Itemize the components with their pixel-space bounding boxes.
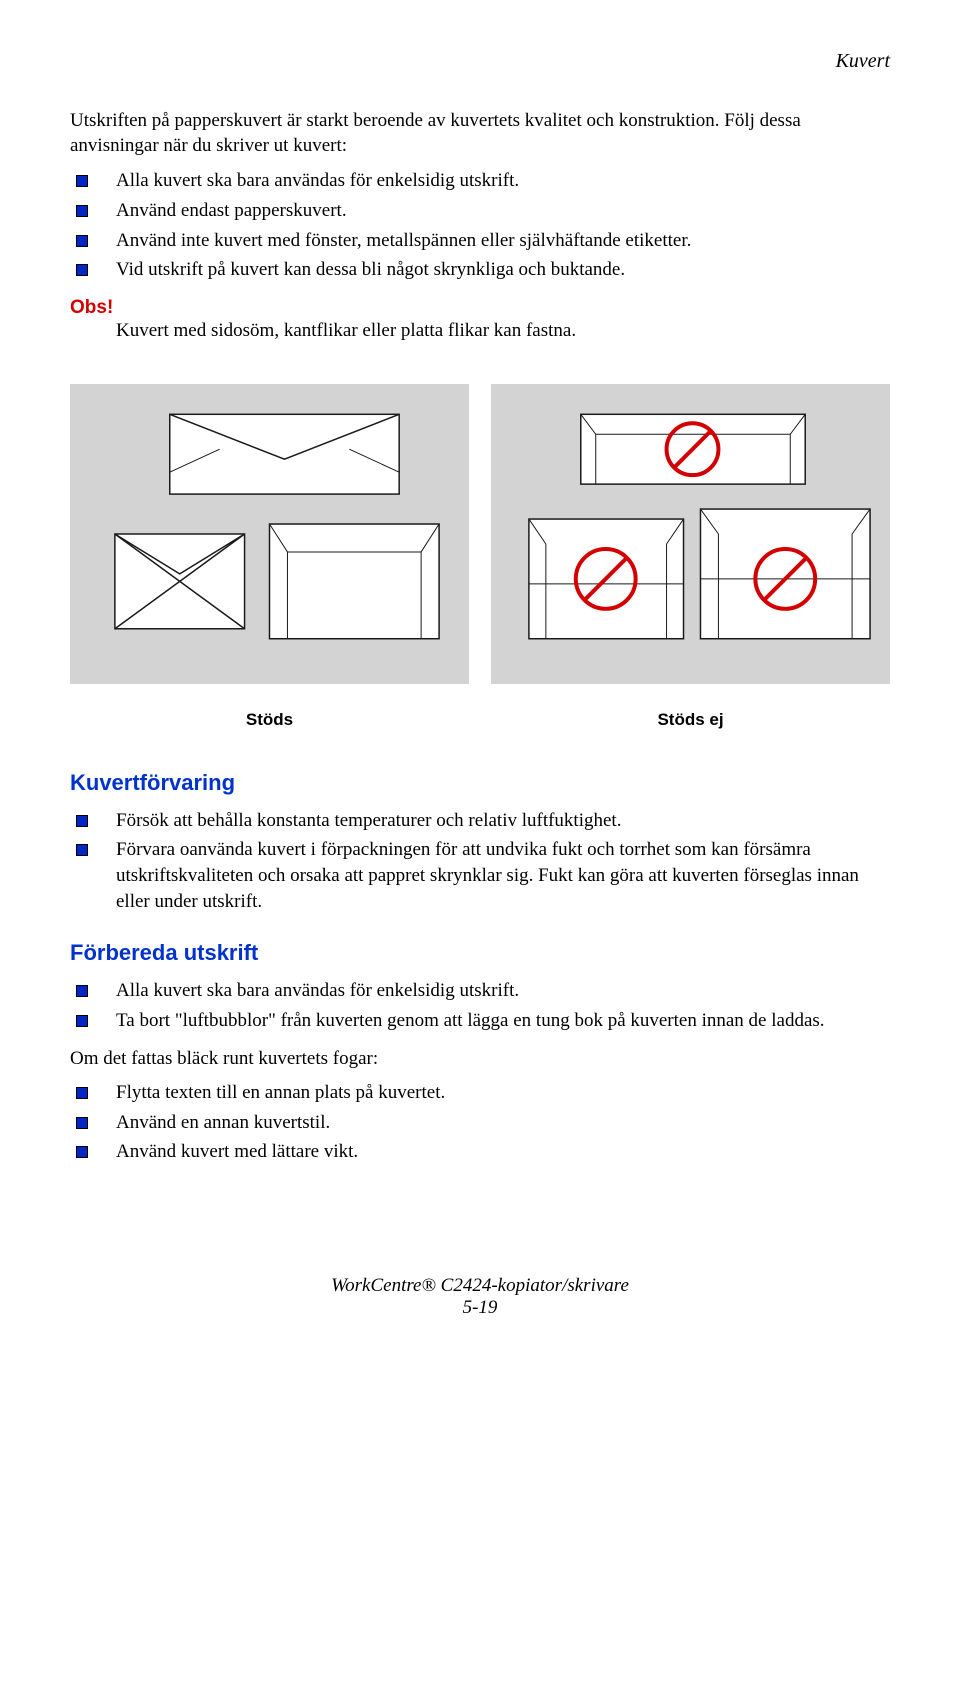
list-item: Alla kuvert ska bara användas för enkels… [70, 168, 890, 194]
footer-product: WorkCentre® C2424-kopiator/skrivare [70, 1275, 890, 1297]
envelope-supported-bottom-right [270, 524, 440, 639]
diagram-captions: Stöds Stöds ej [70, 694, 890, 730]
prepare-list: Alla kuvert ska bara användas för enkels… [70, 978, 890, 1033]
prepare-heading: Förbereda utskrift [70, 940, 890, 966]
note-text: Kuvert med sidosöm, kantflikar eller pla… [70, 319, 890, 344]
list-item: Förvara oanvända kuvert i förpackningen … [70, 837, 890, 914]
list-item: Använd inte kuvert med fönster, metallsp… [70, 228, 890, 254]
prepare-sub-list: Flytta texten till en annan plats på kuv… [70, 1080, 890, 1165]
supported-caption: Stöds [70, 710, 469, 730]
envelope-diagram-row [70, 384, 890, 684]
unsupported-envelopes-svg [491, 384, 890, 684]
unsupported-caption: Stöds ej [491, 710, 890, 730]
footer-page-number: 5-19 [70, 1297, 890, 1319]
storage-list: Försök att behålla konstanta temperature… [70, 808, 890, 915]
supported-envelopes-panel [70, 384, 469, 684]
prepare-section: Förbereda utskrift Alla kuvert ska bara … [70, 940, 890, 1165]
envelope-supported-top [170, 414, 399, 494]
storage-heading: Kuvertförvaring [70, 770, 890, 796]
envelope-unsupported-bottom-right [700, 509, 870, 639]
envelope-unsupported-top [581, 414, 805, 484]
list-item: Använd endast papperskuvert. [70, 198, 890, 224]
list-item: Flytta texten till en annan plats på kuv… [70, 1080, 890, 1106]
note-label: Obs! [70, 297, 890, 319]
envelope-unsupported-bottom-left [529, 519, 684, 639]
guidelines-list: Alla kuvert ska bara användas för enkels… [70, 168, 890, 283]
storage-section: Kuvertförvaring Försök att behålla konst… [70, 770, 890, 915]
supported-envelopes-svg [70, 384, 469, 684]
header-section-label: Kuvert [70, 50, 890, 73]
intro-paragraph: Utskriften på papperskuvert är starkt be… [70, 109, 890, 158]
unsupported-envelopes-panel [491, 384, 890, 684]
list-item: Försök att behålla konstanta temperature… [70, 808, 890, 834]
list-item: Alla kuvert ska bara användas för enkels… [70, 978, 890, 1004]
list-item: Ta bort "luftbubblor" från kuverten geno… [70, 1008, 890, 1034]
prepare-sub-paragraph: Om det fattas bläck runt kuvertets fogar… [70, 1047, 890, 1072]
envelope-supported-bottom-left [115, 534, 245, 629]
list-item: Vid utskrift på kuvert kan dessa bli någ… [70, 257, 890, 283]
list-item: Använd kuvert med lättare vikt. [70, 1139, 890, 1165]
list-item: Använd en annan kuvertstil. [70, 1110, 890, 1136]
